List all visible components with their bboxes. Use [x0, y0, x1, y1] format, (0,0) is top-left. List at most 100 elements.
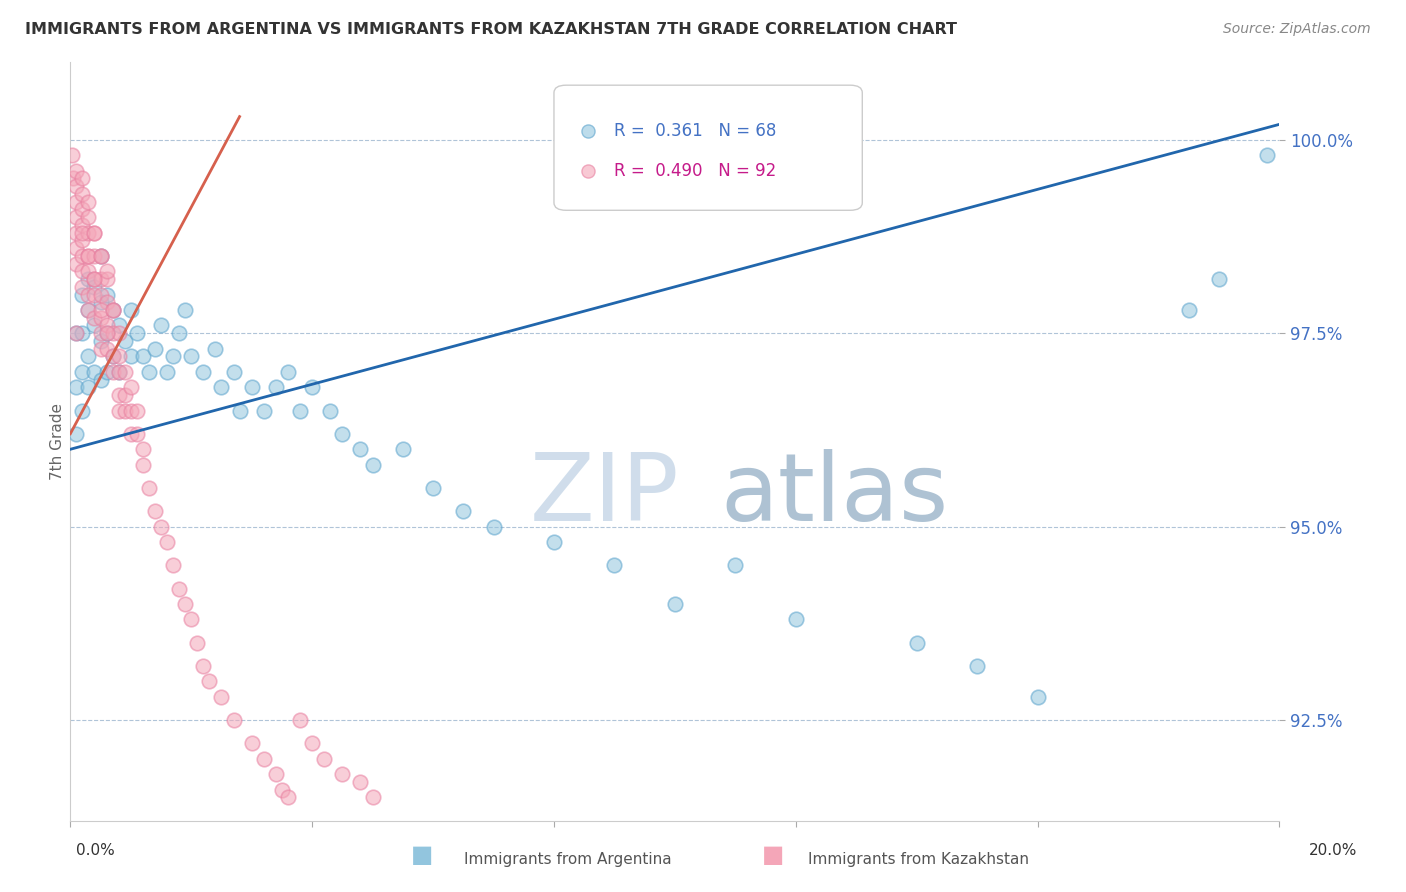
Point	[222, 365, 245, 379]
Point	[107, 318, 129, 333]
Point	[65, 326, 87, 341]
Point	[162, 558, 184, 573]
Point	[83, 318, 105, 333]
Point	[83, 310, 105, 325]
Point	[107, 350, 129, 364]
Point	[90, 303, 111, 318]
Point	[101, 303, 124, 318]
Point	[96, 295, 118, 310]
Point	[90, 334, 111, 348]
Point	[228, 403, 250, 417]
Point	[114, 365, 136, 379]
Y-axis label: 7th Grade: 7th Grade	[49, 403, 65, 480]
Point	[101, 326, 124, 341]
Point	[65, 426, 87, 441]
Point	[77, 272, 100, 286]
Point	[664, 597, 686, 611]
Point	[83, 280, 105, 294]
Point	[125, 403, 148, 417]
Point	[72, 264, 94, 278]
Point	[222, 713, 245, 727]
Point	[125, 326, 148, 341]
Point	[453, 504, 475, 518]
Point	[83, 272, 105, 286]
Point	[101, 350, 124, 364]
Point	[114, 403, 136, 417]
Point	[65, 194, 87, 209]
Point	[132, 458, 155, 472]
Point	[77, 380, 100, 394]
Point	[132, 442, 155, 457]
Point	[211, 380, 233, 394]
Point	[72, 171, 94, 186]
Text: Immigrants from Argentina: Immigrants from Argentina	[464, 852, 672, 867]
Point	[724, 558, 747, 573]
Text: atlas: atlas	[721, 449, 949, 541]
Text: R =  0.490   N = 92: R = 0.490 N = 92	[614, 161, 776, 180]
Point	[77, 303, 100, 318]
Point	[156, 365, 179, 379]
Point	[77, 210, 100, 224]
Point	[65, 241, 87, 255]
Point	[174, 303, 197, 318]
Point	[77, 249, 100, 263]
Point	[253, 403, 276, 417]
Point	[314, 752, 336, 766]
Point	[83, 226, 105, 240]
Point	[966, 659, 988, 673]
Point	[204, 342, 226, 356]
Point	[107, 365, 129, 379]
Point	[65, 226, 87, 240]
Point	[90, 287, 111, 301]
Text: Immigrants from Kazakhstan: Immigrants from Kazakhstan	[808, 852, 1029, 867]
Point	[77, 264, 100, 278]
Text: ZIP: ZIP	[530, 449, 679, 541]
Text: 20.0%: 20.0%	[1309, 843, 1357, 858]
Point	[138, 481, 160, 495]
Point	[186, 636, 208, 650]
Point	[90, 373, 111, 387]
Point	[90, 342, 111, 356]
Point	[77, 194, 100, 209]
Point	[96, 326, 118, 341]
Point	[90, 326, 111, 341]
Point	[96, 318, 118, 333]
Point	[543, 535, 565, 549]
Point	[83, 287, 105, 301]
Point	[1026, 690, 1049, 704]
Point	[277, 790, 299, 805]
Point	[198, 674, 221, 689]
Point	[65, 163, 87, 178]
Point	[193, 659, 215, 673]
Point	[72, 326, 94, 341]
Point	[125, 426, 148, 441]
Point	[288, 713, 311, 727]
Point	[77, 287, 100, 301]
Text: ■: ■	[762, 843, 785, 867]
Point	[905, 636, 928, 650]
Point	[180, 612, 202, 626]
Point	[150, 318, 172, 333]
Point	[391, 442, 415, 457]
Point	[90, 249, 111, 263]
Point	[65, 210, 87, 224]
Point	[138, 365, 160, 379]
Text: R =  0.361   N = 68: R = 0.361 N = 68	[614, 121, 776, 140]
Point	[60, 148, 83, 162]
Point	[83, 249, 105, 263]
Point	[120, 380, 142, 394]
Point	[90, 249, 111, 263]
Point	[332, 767, 354, 781]
Point	[65, 179, 87, 194]
Point	[1208, 272, 1230, 286]
Point	[90, 249, 111, 263]
Point	[270, 782, 294, 797]
Point	[120, 403, 142, 417]
Text: Source: ZipAtlas.com: Source: ZipAtlas.com	[1223, 22, 1371, 37]
Point	[120, 426, 142, 441]
Point	[96, 272, 118, 286]
Point	[361, 790, 384, 805]
Point	[264, 380, 287, 394]
Point	[143, 504, 166, 518]
Point	[72, 226, 94, 240]
